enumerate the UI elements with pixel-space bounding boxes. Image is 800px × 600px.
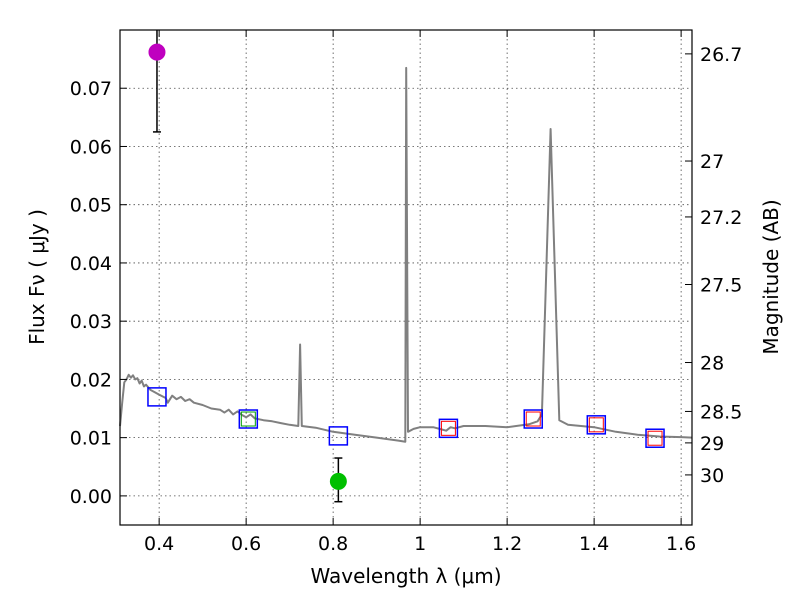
filter-model-marker <box>588 417 604 433</box>
x-tick-label: 0.8 <box>318 533 348 555</box>
filter-box-marker <box>645 428 665 448</box>
x-tick-label: 0.6 <box>231 533 261 555</box>
mag-tick-label: 27 <box>700 151 724 173</box>
filter-model-marker <box>440 420 456 436</box>
y-tick-label: 0.06 <box>70 136 112 158</box>
x-axis-label: Wavelength λ (μm) <box>310 564 501 588</box>
plot-frame <box>119 29 693 526</box>
x-tick-label: 0.4 <box>144 533 174 555</box>
filter-box-marker <box>438 418 459 439</box>
sed-model-line <box>119 66 693 443</box>
y-tick-label: 0.01 <box>70 428 112 450</box>
mag-tick-label: 27.5 <box>700 274 742 296</box>
y-tick-label: 0.03 <box>70 311 112 333</box>
filter-box-marker <box>523 409 543 429</box>
filter-box-marker <box>328 426 349 446</box>
mag-tick-label: 27.2 <box>700 207 742 229</box>
y-tick-label: 0.04 <box>70 253 112 275</box>
y-tick-label: 0.05 <box>70 195 112 217</box>
x-tick-label: 1.6 <box>666 533 696 555</box>
y-axis-label: Flux Fν ( μJy ) <box>25 209 49 345</box>
filter-box-marker <box>238 409 259 429</box>
x-tick-label: 1 <box>414 533 426 555</box>
filter-box-marker <box>147 387 167 407</box>
observed-point <box>329 472 347 490</box>
tick-layer: 0.4 0.6 0.8 1 1.2 1.4 1.6 0.00 0.01 0.02 0.03 0.04 0… <box>70 30 742 555</box>
mag-tick-label: 26.7 <box>700 44 742 66</box>
mag-tick-label: 28.5 <box>700 401 742 423</box>
filter-model-marker <box>240 411 256 427</box>
y-tick-label: 0.07 <box>70 78 112 100</box>
y-tick-label: 0.02 <box>70 369 112 391</box>
mag-tick-label: 28 <box>700 353 724 375</box>
x-tick-label: 1.2 <box>492 533 522 555</box>
data-layer <box>119 30 693 503</box>
x-tick-label: 1.4 <box>579 533 609 555</box>
y-tick-label: 0.00 <box>70 486 112 508</box>
mag-tick-label: 29 <box>700 433 724 455</box>
y2-axis-label: Magnitude (AB) <box>759 199 783 354</box>
mag-tick-label: 30 <box>700 465 724 487</box>
filter-model-marker <box>647 430 663 446</box>
filter-box-marker <box>586 415 607 435</box>
grid-layer <box>120 30 692 525</box>
filter-model-marker <box>525 411 541 427</box>
observed-point <box>148 43 166 61</box>
